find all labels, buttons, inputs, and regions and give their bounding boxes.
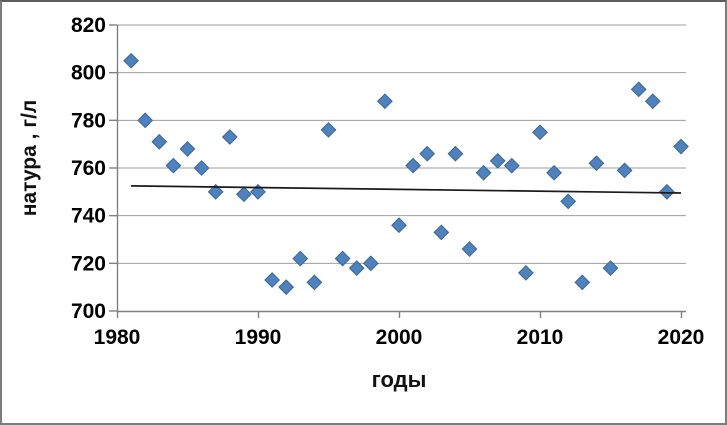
data-point	[250, 183, 266, 200]
y-tick-label: 780	[71, 109, 106, 132]
data-point	[221, 129, 238, 145]
data-point	[165, 157, 182, 174]
x-tick-label: 1980	[94, 326, 141, 349]
data-point	[546, 164, 563, 181]
data-point	[447, 145, 464, 162]
data-point	[137, 112, 154, 129]
data-point	[673, 138, 689, 155]
data-point	[517, 264, 534, 281]
y-tick-label: 800	[71, 62, 106, 85]
data-point	[644, 93, 661, 110]
data-point	[362, 255, 379, 272]
y-tick-label: 700	[71, 300, 106, 323]
y-tick-label: 720	[71, 252, 106, 275]
data-point	[334, 250, 351, 267]
x-tick-label: 2010	[517, 326, 564, 349]
data-point	[264, 272, 281, 288]
data-point	[207, 183, 224, 200]
data-point	[602, 260, 619, 277]
data-point	[419, 145, 436, 162]
data-point	[151, 133, 168, 150]
y-tick-label: 740	[71, 205, 106, 228]
data-point	[320, 121, 337, 138]
x-tick-label: 1990	[235, 326, 282, 349]
x-tick-label: 2000	[376, 326, 423, 349]
data-point	[574, 274, 591, 291]
data-point	[405, 157, 422, 174]
data-point	[560, 193, 577, 210]
data-point	[278, 279, 295, 296]
y-tick-label: 820	[71, 14, 106, 37]
trendline	[131, 185, 682, 194]
data-point	[193, 160, 210, 176]
data-point	[630, 81, 647, 98]
data-point	[292, 250, 309, 267]
data-point	[475, 164, 492, 181]
data-point	[588, 155, 605, 172]
data-point	[489, 152, 506, 169]
data-point	[179, 141, 196, 157]
y-tick-label: 760	[71, 157, 106, 180]
data-point	[123, 52, 140, 69]
data-point	[433, 224, 450, 241]
x-tick-label: 2020	[658, 326, 705, 349]
data-point	[376, 93, 393, 110]
data-point	[503, 157, 520, 174]
data-point	[235, 186, 252, 203]
data-point	[461, 241, 478, 257]
y-axis-title: натура , г/л	[18, 99, 41, 217]
x-axis-title: годы	[371, 367, 427, 392]
data-point	[306, 274, 323, 291]
data-point	[532, 124, 548, 141]
data-point	[658, 183, 675, 200]
data-point	[391, 217, 407, 234]
data-point	[616, 162, 633, 179]
data-point	[348, 260, 365, 277]
